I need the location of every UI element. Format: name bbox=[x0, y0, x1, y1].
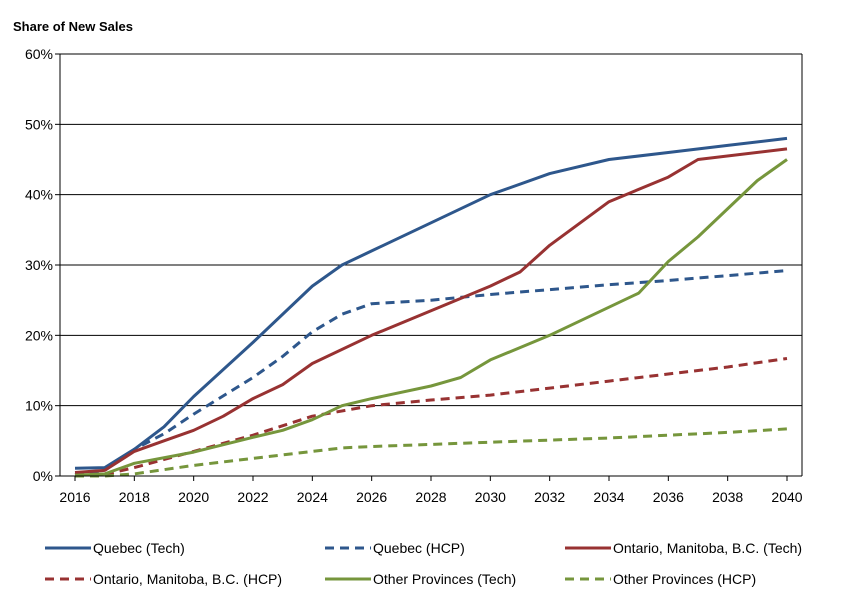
legend-item-1: Quebec (Tech) bbox=[45, 540, 185, 556]
x-tick-label: 2040 bbox=[771, 489, 802, 505]
x-tick-label: 2016 bbox=[59, 489, 90, 505]
x-tick-label: 2024 bbox=[297, 489, 328, 505]
legend-item-5: Other Provinces (Tech) bbox=[325, 571, 516, 587]
x-tick-label: 2020 bbox=[178, 489, 209, 505]
legend-item-4: Ontario, Manitoba, B.C. (HCP) bbox=[45, 571, 282, 587]
axes bbox=[55, 53, 803, 481]
x-tick-label: 2032 bbox=[534, 489, 565, 505]
legend: Quebec (Tech) Quebec (HCP) Ontario, Manito… bbox=[45, 540, 802, 587]
legend-item-2: Quebec (HCP) bbox=[325, 540, 465, 556]
x-tick-label: 2036 bbox=[653, 489, 684, 505]
y-tick-label: 30% bbox=[25, 257, 53, 273]
x-tick-label: 2030 bbox=[475, 489, 506, 505]
x-tick-label: 2028 bbox=[415, 489, 446, 505]
series-line-4 bbox=[74, 357, 788, 477]
y-tick-label: 0% bbox=[33, 468, 53, 484]
x-tick-label: 2034 bbox=[593, 489, 624, 505]
series-line-6 bbox=[75, 427, 788, 478]
y-tick-label: 10% bbox=[25, 398, 53, 414]
gridlines bbox=[60, 53, 802, 407]
legend-item-6: Other Provinces (HCP) bbox=[565, 571, 756, 587]
series-lines bbox=[74, 136, 788, 478]
x-tick-label: 2038 bbox=[712, 489, 743, 505]
x-tick-label: 2026 bbox=[356, 489, 387, 505]
y-tick-label: 20% bbox=[25, 327, 53, 343]
legend-label: Ontario, Manitoba, B.C. (HCP) bbox=[93, 571, 282, 587]
x-tick-label: 2022 bbox=[237, 489, 268, 505]
series-line-1 bbox=[74, 136, 788, 470]
y-tick-label: 60% bbox=[25, 46, 53, 62]
legend-label: Quebec (Tech) bbox=[93, 540, 185, 556]
y-tick-label: 50% bbox=[25, 116, 53, 132]
tick-labels: 0% 10% 20% 30% 40% 50% 60% 2016 2018 2020 2022 2024… bbox=[25, 46, 803, 505]
legend-label: Other Provinces (Tech) bbox=[373, 571, 516, 587]
series-line-2 bbox=[74, 269, 788, 477]
y-axis-label: Share of New Sales bbox=[13, 19, 133, 34]
y-tick-label: 40% bbox=[25, 187, 53, 203]
legend-item-3: Ontario, Manitoba, B.C. (Tech) bbox=[565, 540, 802, 556]
series-line-5 bbox=[74, 158, 788, 477]
legend-label: Quebec (HCP) bbox=[373, 540, 465, 556]
x-tick-label: 2018 bbox=[119, 489, 150, 505]
series-line-3 bbox=[74, 147, 788, 474]
legend-label: Other Provinces (HCP) bbox=[613, 571, 756, 587]
legend-label: Ontario, Manitoba, B.C. (Tech) bbox=[613, 540, 802, 556]
